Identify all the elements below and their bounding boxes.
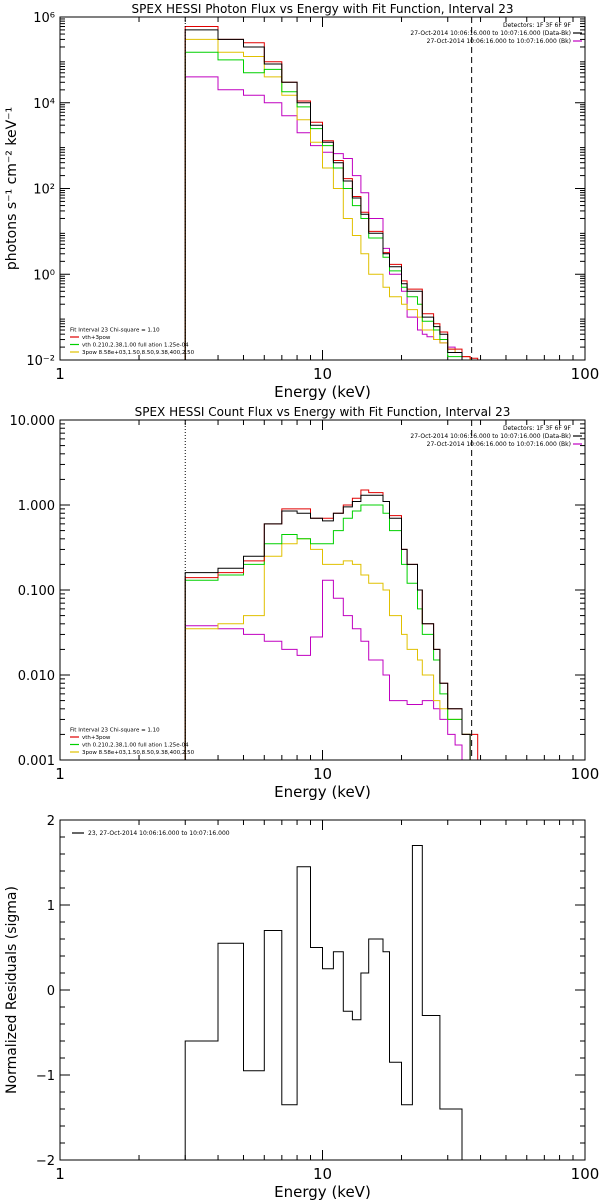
y-tick-label: 0.010 (18, 669, 55, 684)
photon-flux-panel: SPEX HESSI Photon Flux vs Energy with Fi… (4, 2, 599, 401)
y-tick-label: 1 (47, 899, 55, 914)
legend-entry: Fit Interval 23 Chi-square = 1.10 (70, 728, 160, 734)
legend-entry: vth 0.210,2.38,1.00 full ation 1.25e-04 (82, 743, 189, 749)
legend-entry: Fit Interval 23 Chi-square = 1.10 (70, 328, 160, 334)
series-line-data-bk (184, 494, 478, 760)
x-axis-label: Energy (keV) (274, 783, 371, 801)
legend-entry: 3pow 8.58e+03,1.50,8.50,9.38,400,2.50 (82, 350, 195, 356)
y-tick-label: 10⁶ (33, 11, 55, 26)
legend-entry: vth+3pow (82, 335, 111, 341)
series-line-vth (184, 51, 478, 360)
series-group (184, 489, 479, 760)
series-line-3pow (184, 38, 478, 360)
legend-entry: Detectors: 1F 3F 6F 9F (503, 425, 572, 432)
series-group (184, 26, 479, 360)
x-tick-label: 100 (571, 1165, 600, 1183)
x-tick-label: 1 (55, 365, 65, 383)
series-line-bk (184, 579, 478, 760)
y-tick-label: 10⁰ (33, 268, 55, 283)
y-tick-label: −2 (36, 1154, 55, 1169)
y-tick-label: 0 (47, 984, 55, 999)
x-tick-label: 10 (313, 1165, 332, 1183)
series-line-residuals (184, 845, 478, 1160)
y-tick-label: 0.001 (18, 754, 55, 769)
legend-entry: 27-Oct-2014 10:06:16.000 to 10:07:16.000… (410, 30, 571, 37)
legend-entry: vth 0.210,2.38,1.00 full ation 1.25e-04 (82, 343, 189, 349)
series-line-data-bk (184, 29, 478, 360)
x-axis-label: Energy (keV) (274, 1183, 371, 1200)
chart-title: SPEX HESSI Count Flux vs Energy with Fit… (135, 405, 511, 419)
y-tick-label: 2 (47, 814, 55, 829)
x-tick-label: 10 (313, 365, 332, 383)
chart-title: SPEX HESSI Photon Flux vs Energy with Fi… (132, 2, 514, 16)
series-group (184, 845, 478, 1160)
y-tick-label: 10² (33, 183, 55, 198)
plot-frame (59, 16, 586, 361)
x-tick-label: 1 (55, 1165, 65, 1183)
legend-entry: 23, 27-Oct-2014 10:06:16.000 to 10:07:16… (88, 830, 230, 837)
y-axis-label: photons s⁻¹ cm⁻² keV⁻¹ (4, 107, 20, 270)
x-axis-label: Energy (keV) (274, 383, 371, 401)
series-line-vth-3pow (184, 26, 479, 360)
x-tick-label: 1 (55, 765, 65, 783)
x-tick-label: 10 (313, 765, 332, 783)
legend-entry: 27-Oct-2014 10:06:16.000 to 10:07:16.000… (427, 38, 571, 45)
x-tick-label: 100 (571, 365, 600, 383)
y-tick-label: 0.100 (18, 584, 55, 599)
y-tick-label: −1 (36, 1069, 55, 1084)
y-tick-label: 10⁴ (33, 97, 55, 112)
legend-entry: 27-Oct-2014 10:06:16.000 to 10:07:16.000… (410, 433, 571, 440)
y-tick-label: 1.000 (18, 499, 55, 514)
plot-frame (59, 419, 586, 761)
residuals-panel: 1 10 100 −2 −1 0 1 2 Energy (keV) Normalized Resi… (4, 814, 599, 1200)
count-flux-panel: SPEX HESSI Count Flux vs Energy with Fit… (10, 405, 600, 801)
plot-frame (59, 819, 586, 1161)
legend-entry: 3pow 8.58e+03,1.50,8.50,9.38,400,2.50 (82, 750, 195, 756)
legend-entry: 27-Oct-2014 10:06:16.000 to 10:07:16.000… (427, 441, 571, 448)
y-tick-label: 10⁻² (26, 354, 55, 369)
x-tick-label: 100 (571, 765, 600, 783)
series-line-3pow (184, 538, 478, 760)
y-tick-label: 10.000 (10, 414, 56, 429)
legend-entry: Detectors: 1F 3F 6F 9F (503, 22, 572, 29)
legend-entry: vth+3pow (82, 735, 111, 741)
y-axis-label: Normalized Residuals (sigma) (4, 886, 20, 1094)
